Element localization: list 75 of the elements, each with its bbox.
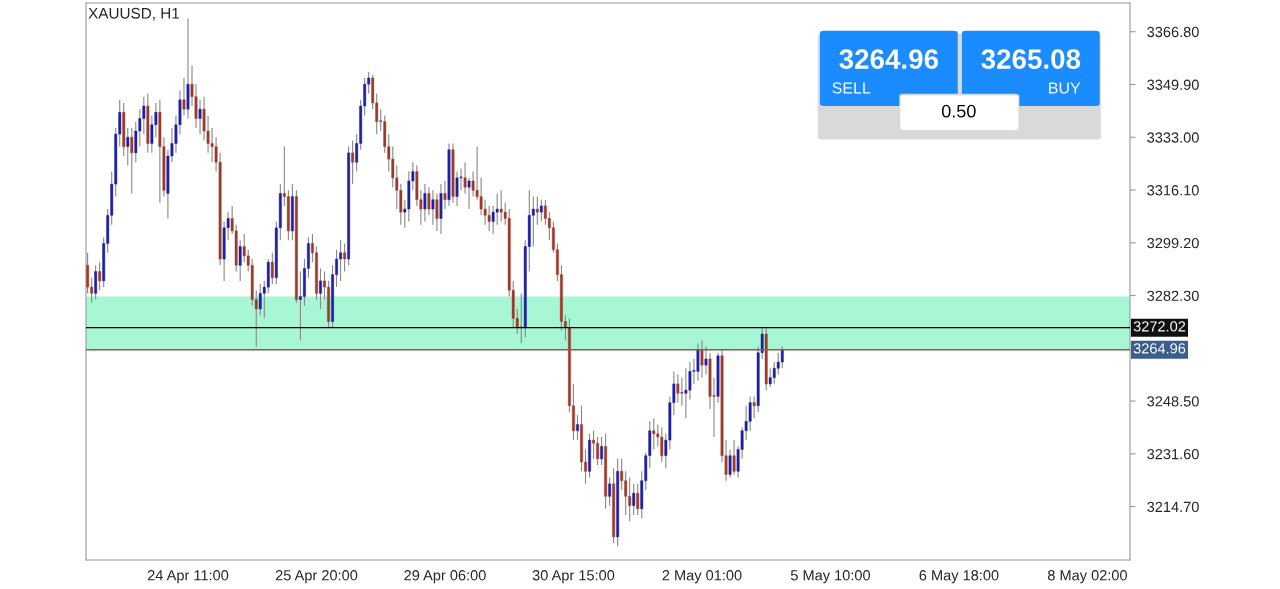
candlestick	[435, 192, 439, 232]
candlestick	[94, 264, 98, 301]
y-tick-label: 3299.20	[1147, 237, 1199, 249]
candlestick	[499, 189, 503, 223]
y-tick-label: 3316.10	[1147, 185, 1199, 196]
candlestick	[535, 196, 539, 226]
candlestick	[491, 205, 495, 235]
candlestick	[238, 239, 242, 282]
candlestick	[351, 139, 355, 185]
candlestick	[98, 261, 102, 291]
ref-line-label: 3272.02	[1133, 321, 1186, 332]
candlestick	[455, 171, 459, 207]
candlestick	[652, 417, 656, 451]
candlestick	[768, 367, 772, 388]
candlestick	[608, 477, 612, 507]
annotation: 3265.08	[981, 49, 1081, 69]
candlestick	[696, 342, 700, 382]
annotation: 0.50	[941, 104, 976, 118]
x-tick-label: 6 May 18:00	[919, 570, 999, 584]
y-tick-label: 3366.80	[1147, 26, 1199, 38]
candlestick	[580, 405, 583, 472]
candlestick	[676, 373, 680, 404]
candlestick	[576, 414, 579, 441]
candlestick	[519, 292, 523, 344]
candlestick	[443, 180, 447, 210]
candlestick	[182, 77, 186, 116]
candlestick	[423, 183, 427, 223]
x-tick-label: 29 Apr 06:00	[404, 570, 486, 584]
candlestick	[628, 477, 632, 522]
candlestick	[680, 377, 684, 407]
candlestick	[772, 361, 776, 385]
annotation: 3264.96	[839, 49, 939, 69]
candlestick	[700, 339, 704, 379]
candlestick	[270, 252, 274, 285]
y-tick-label: 3282.30	[1147, 290, 1199, 301]
candlestick	[632, 483, 636, 516]
candlestick	[319, 267, 322, 310]
y-tick-label: 3231.60	[1147, 448, 1199, 460]
ref-line-label: 3264.96	[1133, 343, 1186, 354]
x-tick-label: 30 Apr 15:00	[532, 570, 615, 584]
candlestick	[431, 189, 435, 226]
candlestick	[732, 439, 736, 476]
candlestick	[636, 483, 640, 516]
candlestick	[86, 252, 90, 294]
candlestick	[142, 96, 146, 135]
candlestick	[130, 127, 134, 195]
chart-title: XAUUSD, H1	[88, 7, 180, 21]
y-tick-label: 3248.50	[1147, 396, 1199, 407]
candlestick	[704, 345, 708, 376]
candlestick	[198, 99, 202, 135]
y-tick-label: 3349.90	[1147, 79, 1199, 90]
x-tick-label: 25 Apr 20:00	[275, 570, 358, 584]
annotation: SELL	[832, 82, 871, 94]
candlestick	[592, 430, 595, 460]
candlestick	[315, 245, 318, 301]
y-tick-label: 3214.70	[1147, 501, 1199, 513]
candlestick	[600, 436, 603, 466]
candlestick	[467, 177, 471, 210]
x-tick-label: 5 May 10:00	[790, 570, 871, 584]
candlestick	[327, 280, 330, 329]
candlestick	[539, 199, 543, 223]
x-tick-label: 2 May 01:00	[662, 570, 742, 584]
x-tick-label: 8 May 02:00	[1047, 570, 1127, 584]
candlestick	[343, 242, 347, 273]
y-tick-label: 3333.00	[1147, 132, 1199, 143]
x-tick-label: 24 Apr 11:00	[147, 570, 229, 584]
candlestick	[752, 395, 756, 419]
candlestick	[543, 199, 547, 226]
candlestick	[126, 127, 130, 166]
candlestick	[242, 233, 246, 263]
candlestick	[596, 436, 599, 466]
candlestick	[588, 433, 591, 479]
annotation: BUY	[1049, 82, 1081, 94]
candlestick	[299, 270, 302, 341]
candlestick	[339, 239, 342, 282]
